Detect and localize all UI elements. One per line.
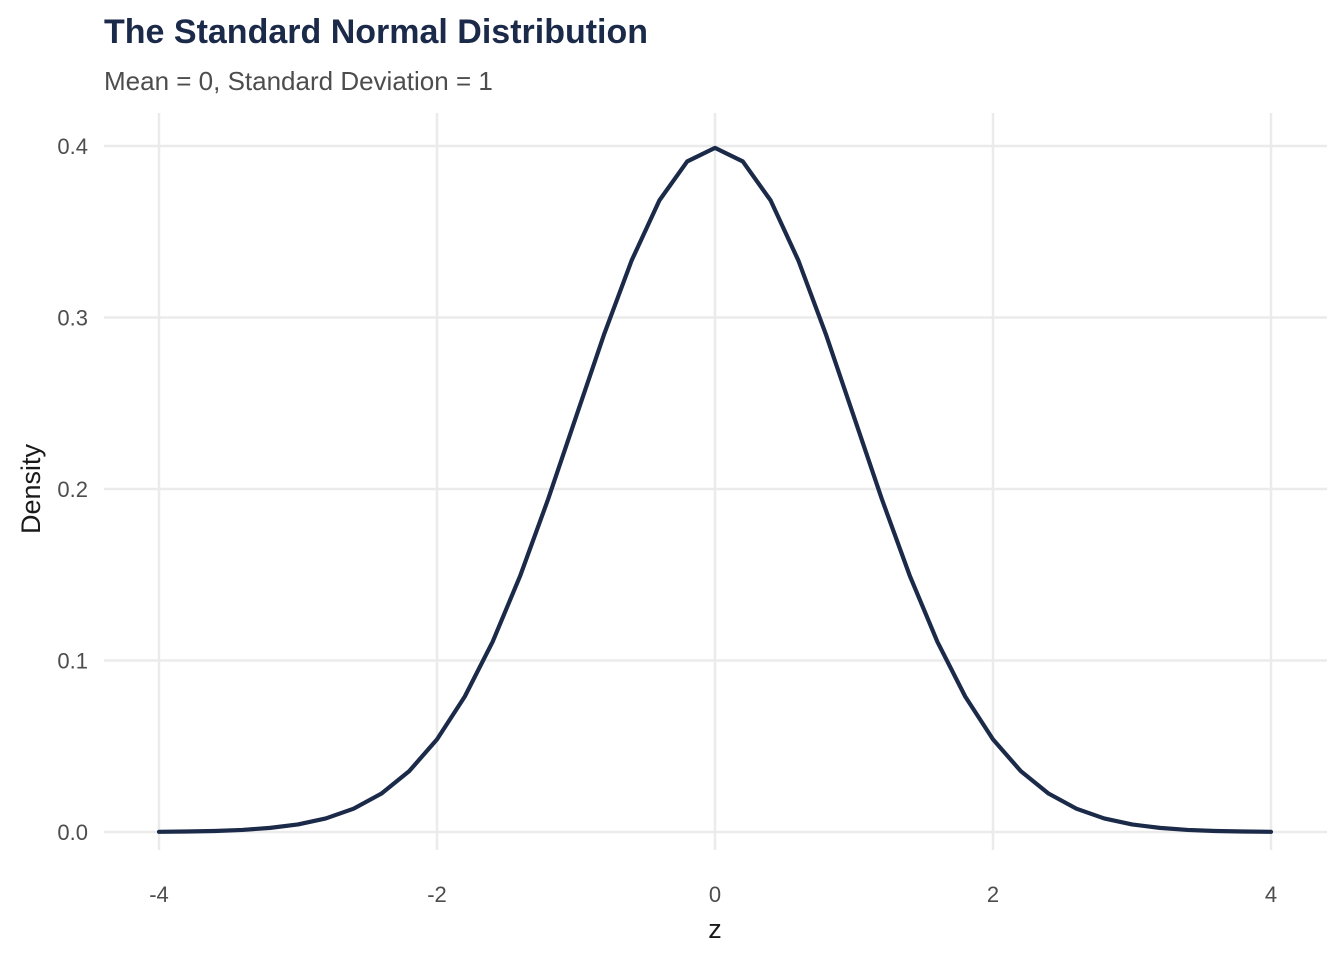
x-tick-label: 2 xyxy=(987,882,999,907)
x-axis-label: z xyxy=(708,914,722,944)
chart-subtitle: Mean = 0, Standard Deviation = 1 xyxy=(104,66,493,96)
series-layer xyxy=(156,145,1274,834)
x-tick-label: -2 xyxy=(427,882,447,907)
chart-title: The Standard Normal Distribution xyxy=(104,13,648,51)
y-axis-label: Density xyxy=(16,443,46,534)
y-tick-label: 0.4 xyxy=(57,134,88,159)
x-tick-label: -4 xyxy=(149,882,169,907)
y-tick-label: 0.2 xyxy=(57,477,88,502)
density-curve xyxy=(156,145,1274,834)
grid xyxy=(104,113,1327,850)
y-tick-label: 0.0 xyxy=(57,820,88,845)
y-axis-ticks: 0.0 0.1 0.2 0.3 0.4 xyxy=(57,134,88,845)
x-tick-label: 4 xyxy=(1265,882,1277,907)
y-tick-label: 0.1 xyxy=(57,649,88,674)
x-tick-label: 0 xyxy=(709,882,721,907)
y-tick-label: 0.3 xyxy=(57,306,88,331)
x-axis-ticks: -4 -2 0 2 4 xyxy=(149,882,1277,907)
